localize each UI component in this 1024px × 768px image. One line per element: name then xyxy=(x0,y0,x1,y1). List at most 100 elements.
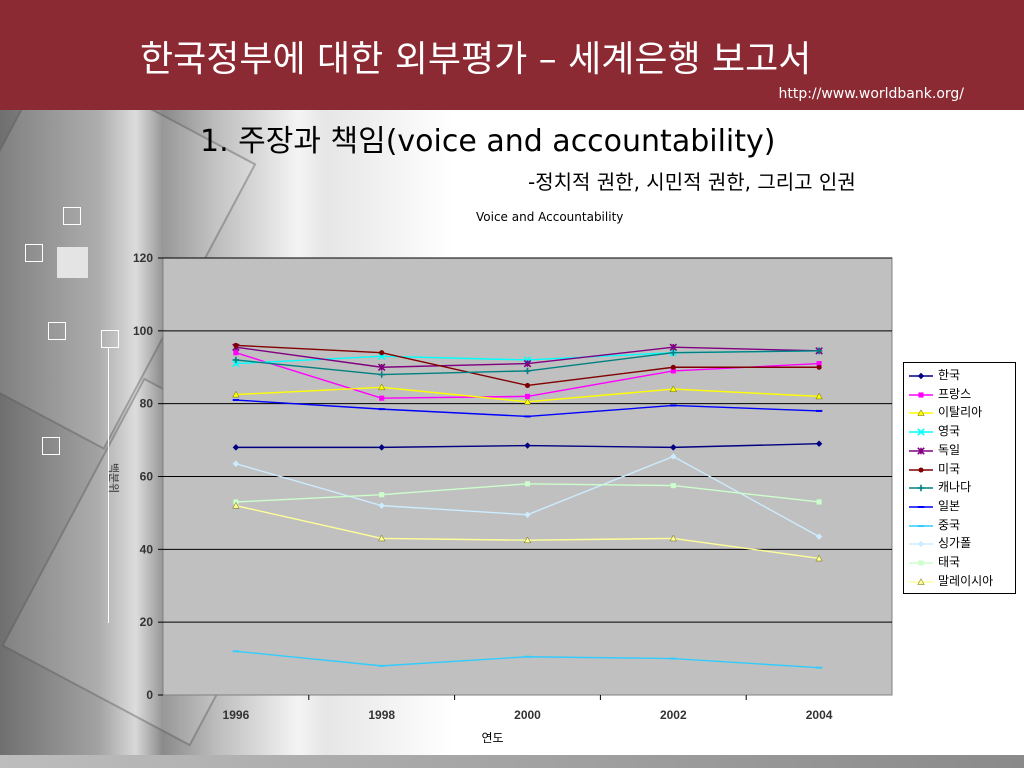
legend-marker xyxy=(917,447,925,455)
legend-label: 일본 xyxy=(938,498,961,513)
legend-item: 일본 xyxy=(908,499,1016,514)
legend-label: 말레이시아 xyxy=(938,573,994,588)
decor-square xyxy=(42,437,60,455)
data-point xyxy=(232,501,240,509)
data-point xyxy=(670,453,677,460)
source-url: http://www.worldbank.org/ xyxy=(778,86,964,102)
legend-swatch xyxy=(909,484,933,492)
data-point xyxy=(669,534,677,542)
x-axis-label: 연도 xyxy=(481,731,503,745)
data-point xyxy=(669,343,678,351)
legend-label: 캐나다 xyxy=(938,480,972,495)
chart-title: Voice and Accountability xyxy=(476,210,624,224)
legend-marker xyxy=(917,484,925,492)
series-1 xyxy=(232,440,823,451)
data-point xyxy=(815,554,823,562)
decor-square xyxy=(48,322,66,340)
decor-line xyxy=(108,348,109,623)
series-10 xyxy=(232,453,823,540)
y-tick-label: 40 xyxy=(140,542,154,556)
legend-item: 싱가폴 xyxy=(908,536,1016,551)
legend-label: 영국 xyxy=(938,424,961,439)
legend-marker xyxy=(917,577,925,585)
legend-item: 중국 xyxy=(908,518,1016,533)
legend-swatch xyxy=(909,524,933,527)
data-point xyxy=(816,499,822,505)
legend-label: 이탈리아 xyxy=(938,405,983,420)
data-point xyxy=(816,361,822,367)
data-point xyxy=(232,390,240,398)
data-point xyxy=(670,364,676,370)
legend-item: 미국 xyxy=(908,462,1016,477)
legend-marker xyxy=(917,409,925,417)
data-point xyxy=(524,393,531,399)
legend-label: 프랑스 xyxy=(938,386,972,401)
data-point xyxy=(232,359,240,368)
decor-square-filled xyxy=(57,247,88,278)
y-tick-label: 120 xyxy=(133,251,153,265)
legend-swatch xyxy=(909,372,933,380)
series-2 xyxy=(233,350,822,401)
data-point xyxy=(379,395,385,401)
legend-label: 태국 xyxy=(938,555,961,569)
decor-square xyxy=(25,244,43,262)
data-point xyxy=(670,349,677,356)
legend-item: 독일 xyxy=(908,443,1016,458)
legend-swatch xyxy=(909,505,933,508)
data-point xyxy=(523,359,532,368)
data-point xyxy=(232,356,240,364)
header-bar: 한국정부에 대한 외부평가 – 세계은행 보고서 http://www.worl… xyxy=(0,0,1024,110)
legend-swatch xyxy=(909,392,933,398)
data-point xyxy=(378,371,385,378)
legend-item: 말레이시아 xyxy=(908,574,1016,589)
data-point xyxy=(233,342,239,348)
y-tick-label: 20 xyxy=(140,615,154,629)
legend-item: 태국 xyxy=(908,555,1016,570)
y-tick-label: 100 xyxy=(133,324,153,338)
x-tick-label: 2000 xyxy=(514,708,541,722)
legend-swatch xyxy=(909,409,933,417)
y-tick-label: 60 xyxy=(140,470,154,484)
section-subheading: -정치적 권한, 시민적 권한, 그리고 인권 xyxy=(528,170,856,194)
series-7 xyxy=(232,347,823,378)
legend-label: 미국 xyxy=(938,461,961,476)
legend-marker xyxy=(918,466,924,473)
legend-swatch xyxy=(909,428,933,436)
legend-item: 캐나다 xyxy=(908,480,1016,495)
data-point xyxy=(816,364,822,370)
data-point xyxy=(669,385,677,392)
decor-square xyxy=(101,330,119,348)
legend-marker xyxy=(918,392,924,398)
legend-swatch xyxy=(909,577,933,585)
data-point xyxy=(523,536,532,544)
x-tick-label: 1996 xyxy=(223,708,250,722)
decor-square xyxy=(63,207,81,225)
slide-title: 한국정부에 대한 외부평가 – 세계은행 보고서 xyxy=(140,39,812,80)
data-point xyxy=(523,398,532,405)
legend-swatch xyxy=(909,560,933,566)
y-axis-label: 백분위 xyxy=(107,463,120,493)
section-heading: 1. 주장과 책임(voice and accountability) xyxy=(200,124,776,159)
series-8 xyxy=(232,399,823,418)
x-tick-label: 1998 xyxy=(368,708,395,722)
data-point xyxy=(378,444,385,451)
legend-swatch xyxy=(909,541,933,548)
series-3 xyxy=(232,383,823,405)
data-point xyxy=(378,502,385,509)
data-point xyxy=(378,383,386,391)
series-9 xyxy=(232,650,823,669)
data-point xyxy=(379,350,385,356)
legend-label: 독일 xyxy=(938,442,961,457)
data-point xyxy=(524,367,531,375)
x-tick-label: 2004 xyxy=(806,708,833,722)
data-point xyxy=(232,444,240,451)
data-point xyxy=(815,392,823,400)
series-6 xyxy=(233,342,822,389)
legend-label: 중국 xyxy=(938,517,961,532)
legend-item: 이탈리아 xyxy=(908,405,1016,420)
x-tick-label: 2002 xyxy=(660,708,687,722)
footer-bar xyxy=(0,755,1024,768)
y-tick-label: 0 xyxy=(146,688,153,702)
legend-label: 한국 xyxy=(938,368,961,382)
